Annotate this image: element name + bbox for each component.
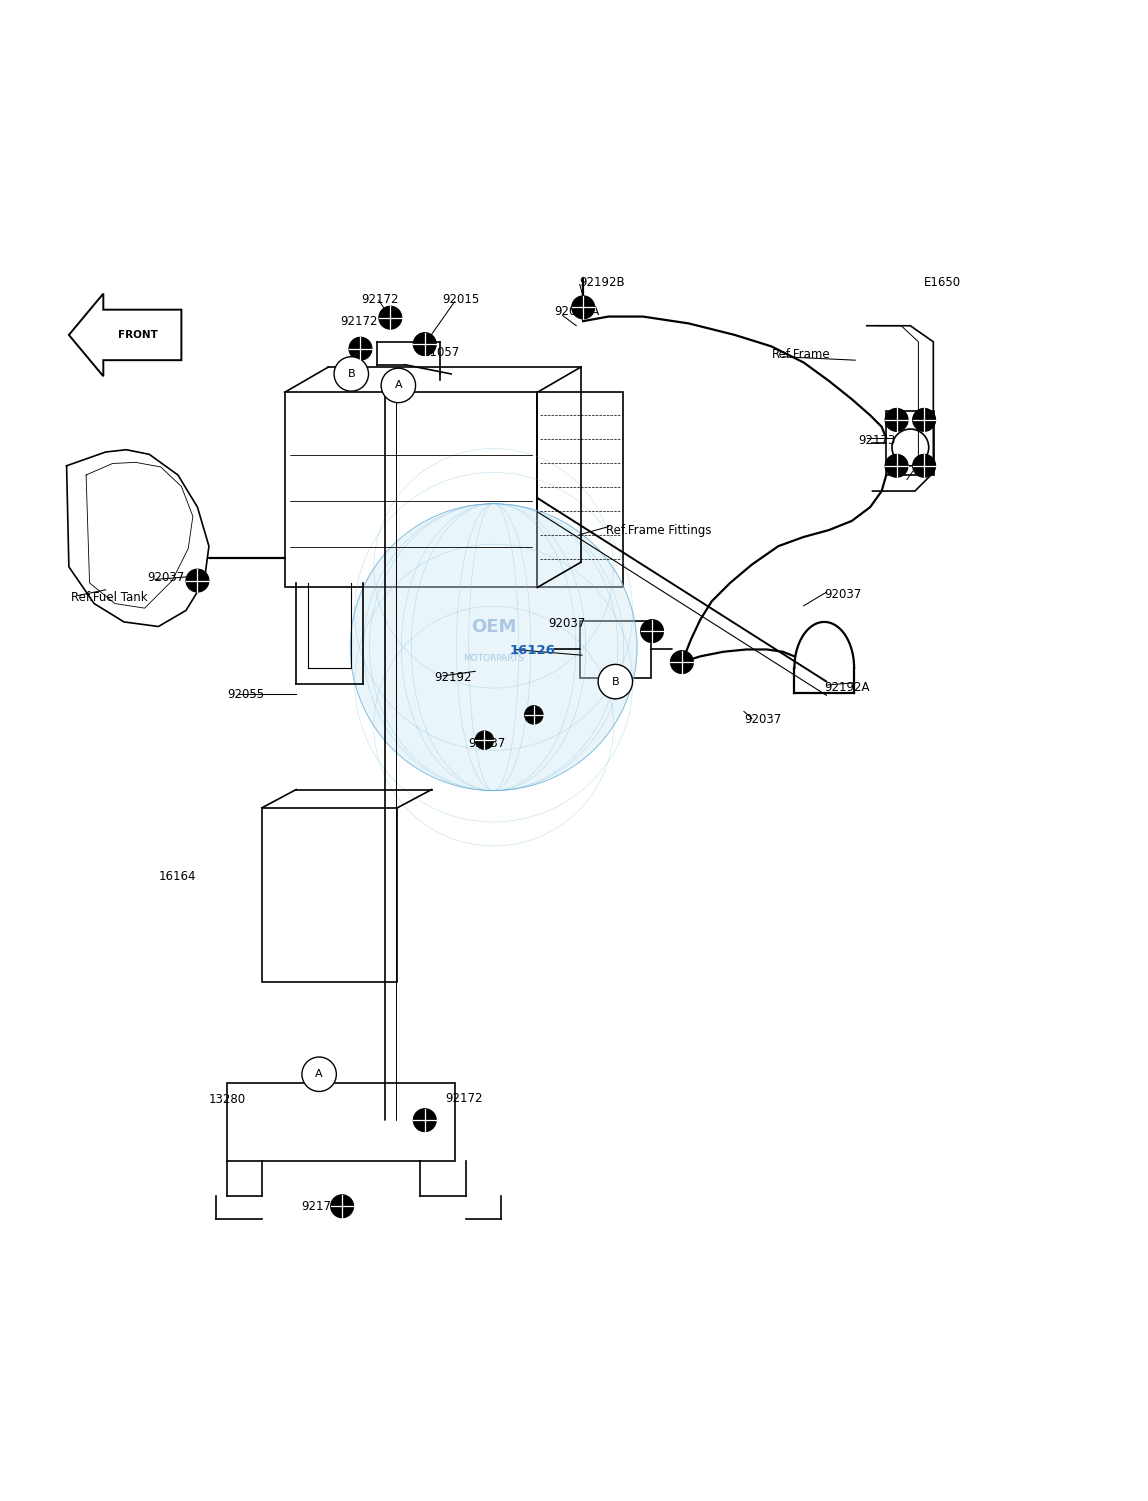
- Text: 92037: 92037: [549, 617, 585, 629]
- Circle shape: [913, 455, 936, 477]
- Text: 92192A: 92192A: [824, 681, 870, 693]
- Text: A: A: [395, 380, 402, 390]
- Circle shape: [913, 408, 936, 431]
- Text: FRONT: FRONT: [118, 330, 157, 339]
- Text: 92037: 92037: [824, 588, 861, 600]
- Circle shape: [413, 333, 436, 356]
- Text: Ref.Frame: Ref.Frame: [771, 348, 830, 360]
- Text: 92037: 92037: [147, 570, 184, 584]
- Bar: [537, 392, 623, 587]
- Circle shape: [186, 569, 209, 591]
- Text: Ref.Frame Fittings: Ref.Frame Fittings: [606, 524, 712, 536]
- Text: 92037: 92037: [468, 737, 505, 750]
- Bar: [580, 621, 651, 678]
- Text: 92037A: 92037A: [554, 306, 599, 318]
- Text: 13280: 13280: [209, 1093, 246, 1106]
- Circle shape: [334, 357, 369, 392]
- Text: 92172: 92172: [301, 1199, 339, 1213]
- Text: B: B: [348, 369, 355, 378]
- Text: 92172: 92172: [445, 1091, 483, 1105]
- Circle shape: [525, 705, 543, 723]
- Text: A: A: [316, 1069, 323, 1079]
- Bar: [285, 392, 537, 587]
- Circle shape: [598, 665, 633, 699]
- Text: 16164: 16164: [158, 871, 196, 883]
- Text: 92192B: 92192B: [580, 276, 626, 288]
- Circle shape: [349, 338, 372, 360]
- Text: 92192: 92192: [434, 671, 472, 683]
- Circle shape: [670, 650, 693, 674]
- Text: 92015: 92015: [442, 293, 479, 306]
- Circle shape: [885, 408, 908, 431]
- Circle shape: [413, 1109, 436, 1132]
- Circle shape: [302, 1057, 336, 1091]
- Circle shape: [572, 296, 595, 318]
- Text: MOTORPARTS: MOTORPARTS: [463, 654, 525, 663]
- Circle shape: [331, 1195, 354, 1217]
- Text: 92055: 92055: [227, 687, 264, 701]
- Circle shape: [381, 368, 416, 402]
- Circle shape: [379, 306, 402, 329]
- Bar: [262, 808, 397, 982]
- Text: Ref.Fuel Tank: Ref.Fuel Tank: [71, 591, 148, 605]
- Circle shape: [475, 731, 494, 749]
- Text: 92172: 92172: [340, 315, 378, 327]
- Circle shape: [350, 504, 637, 791]
- Text: OEM: OEM: [471, 617, 517, 635]
- Text: 16126: 16126: [510, 644, 556, 657]
- Text: 11057: 11057: [422, 345, 459, 359]
- Bar: [227, 1084, 455, 1162]
- Text: B: B: [612, 677, 619, 686]
- Circle shape: [885, 455, 908, 477]
- Text: E1650: E1650: [924, 276, 961, 288]
- Text: 92172: 92172: [362, 293, 400, 306]
- Polygon shape: [69, 294, 181, 377]
- Text: 92037: 92037: [744, 713, 781, 726]
- Circle shape: [641, 620, 664, 642]
- Text: 92173: 92173: [859, 434, 897, 447]
- Bar: [886, 411, 934, 474]
